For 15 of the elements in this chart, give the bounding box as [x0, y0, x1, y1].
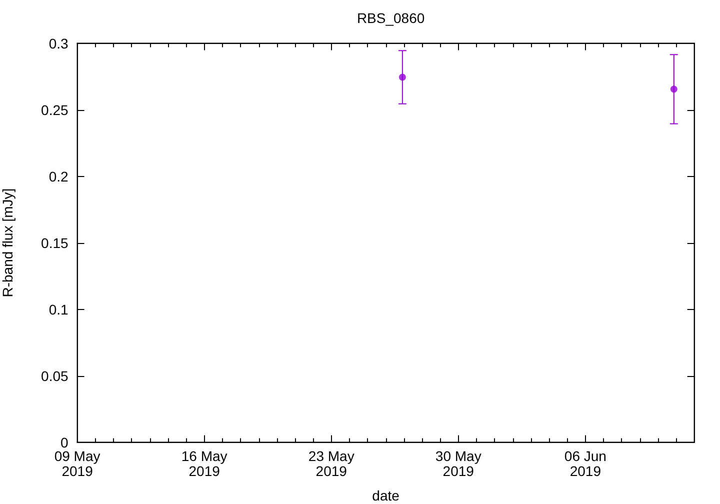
x-tick-label: 23 May 2019 [308, 448, 354, 479]
x-tick-label: 30 May 2019 [435, 448, 482, 479]
y-tick-label: 0 [60, 434, 69, 450]
y-tick-label: 0.3 [48, 35, 69, 52]
chart-title: RBS_0860 [356, 10, 425, 26]
y-tick-label: 0.15 [41, 234, 69, 251]
x-tick-label: 06 Jun 2019 [564, 448, 606, 479]
y-tick-label: 0.1 [48, 301, 69, 318]
y-tick-label: 0.2 [48, 168, 69, 184]
x-tick-label: 09 May 2019 [54, 448, 100, 479]
y-tick-label: 0.25 [41, 102, 69, 118]
x-axis-title: date [372, 487, 400, 504]
x-tick-label: 16 May 2019 [181, 448, 228, 479]
y-axis-title: R-band flux [mJy] [0, 188, 16, 298]
y-tick-label: 0.05 [41, 368, 69, 384]
